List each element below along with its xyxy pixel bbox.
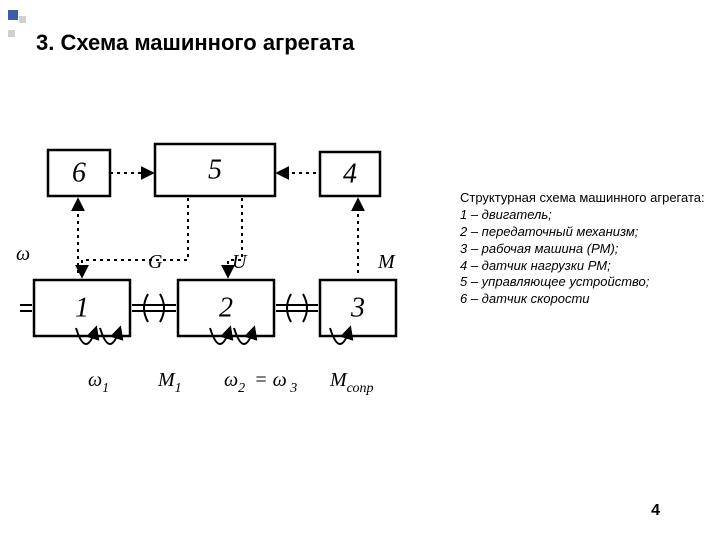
svg-text:ω2 = ω 3: ω2 = ω 3	[224, 369, 297, 396]
svg-text:Mсопр: Mсопр	[329, 369, 374, 396]
svg-text:M1: M1	[157, 369, 182, 396]
legend-item: 3 – рабочая машина (РМ);	[460, 241, 710, 258]
page-title: 3. Схема машинного агрегата	[36, 30, 354, 56]
legend-item: 6 – датчик скорости	[460, 291, 710, 308]
svg-text:5: 5	[208, 155, 222, 186]
legend-item: 5 – управляющее устройство;	[460, 274, 710, 291]
slide-bullet-decoration	[8, 10, 27, 46]
svg-text:6: 6	[72, 158, 86, 189]
legend-header: Структурная схема машинного агрегата:	[460, 190, 710, 207]
svg-text:4: 4	[343, 159, 357, 190]
svg-text:U: U	[232, 251, 248, 273]
svg-text:2: 2	[219, 293, 233, 324]
page-number: 4	[651, 502, 660, 520]
svg-text:3: 3	[350, 293, 365, 324]
svg-text:M: M	[377, 251, 396, 273]
svg-text:ω1: ω1	[88, 369, 109, 396]
legend-item: 1 – двигатель;	[460, 207, 710, 224]
block-diagram: 6 5 4 1 2 3 ω G U Mω1 M1 ω2 = ω 3 Mсопр	[10, 130, 450, 410]
svg-text:G: G	[148, 251, 163, 273]
svg-text:ω: ω	[16, 243, 30, 265]
legend-item: 4 – датчик нагрузки РМ;	[460, 258, 710, 275]
legend: Структурная схема машинного агрегата: 1 …	[460, 190, 710, 308]
legend-item: 2 – передаточный механизм;	[460, 224, 710, 241]
svg-text:1: 1	[75, 293, 89, 324]
